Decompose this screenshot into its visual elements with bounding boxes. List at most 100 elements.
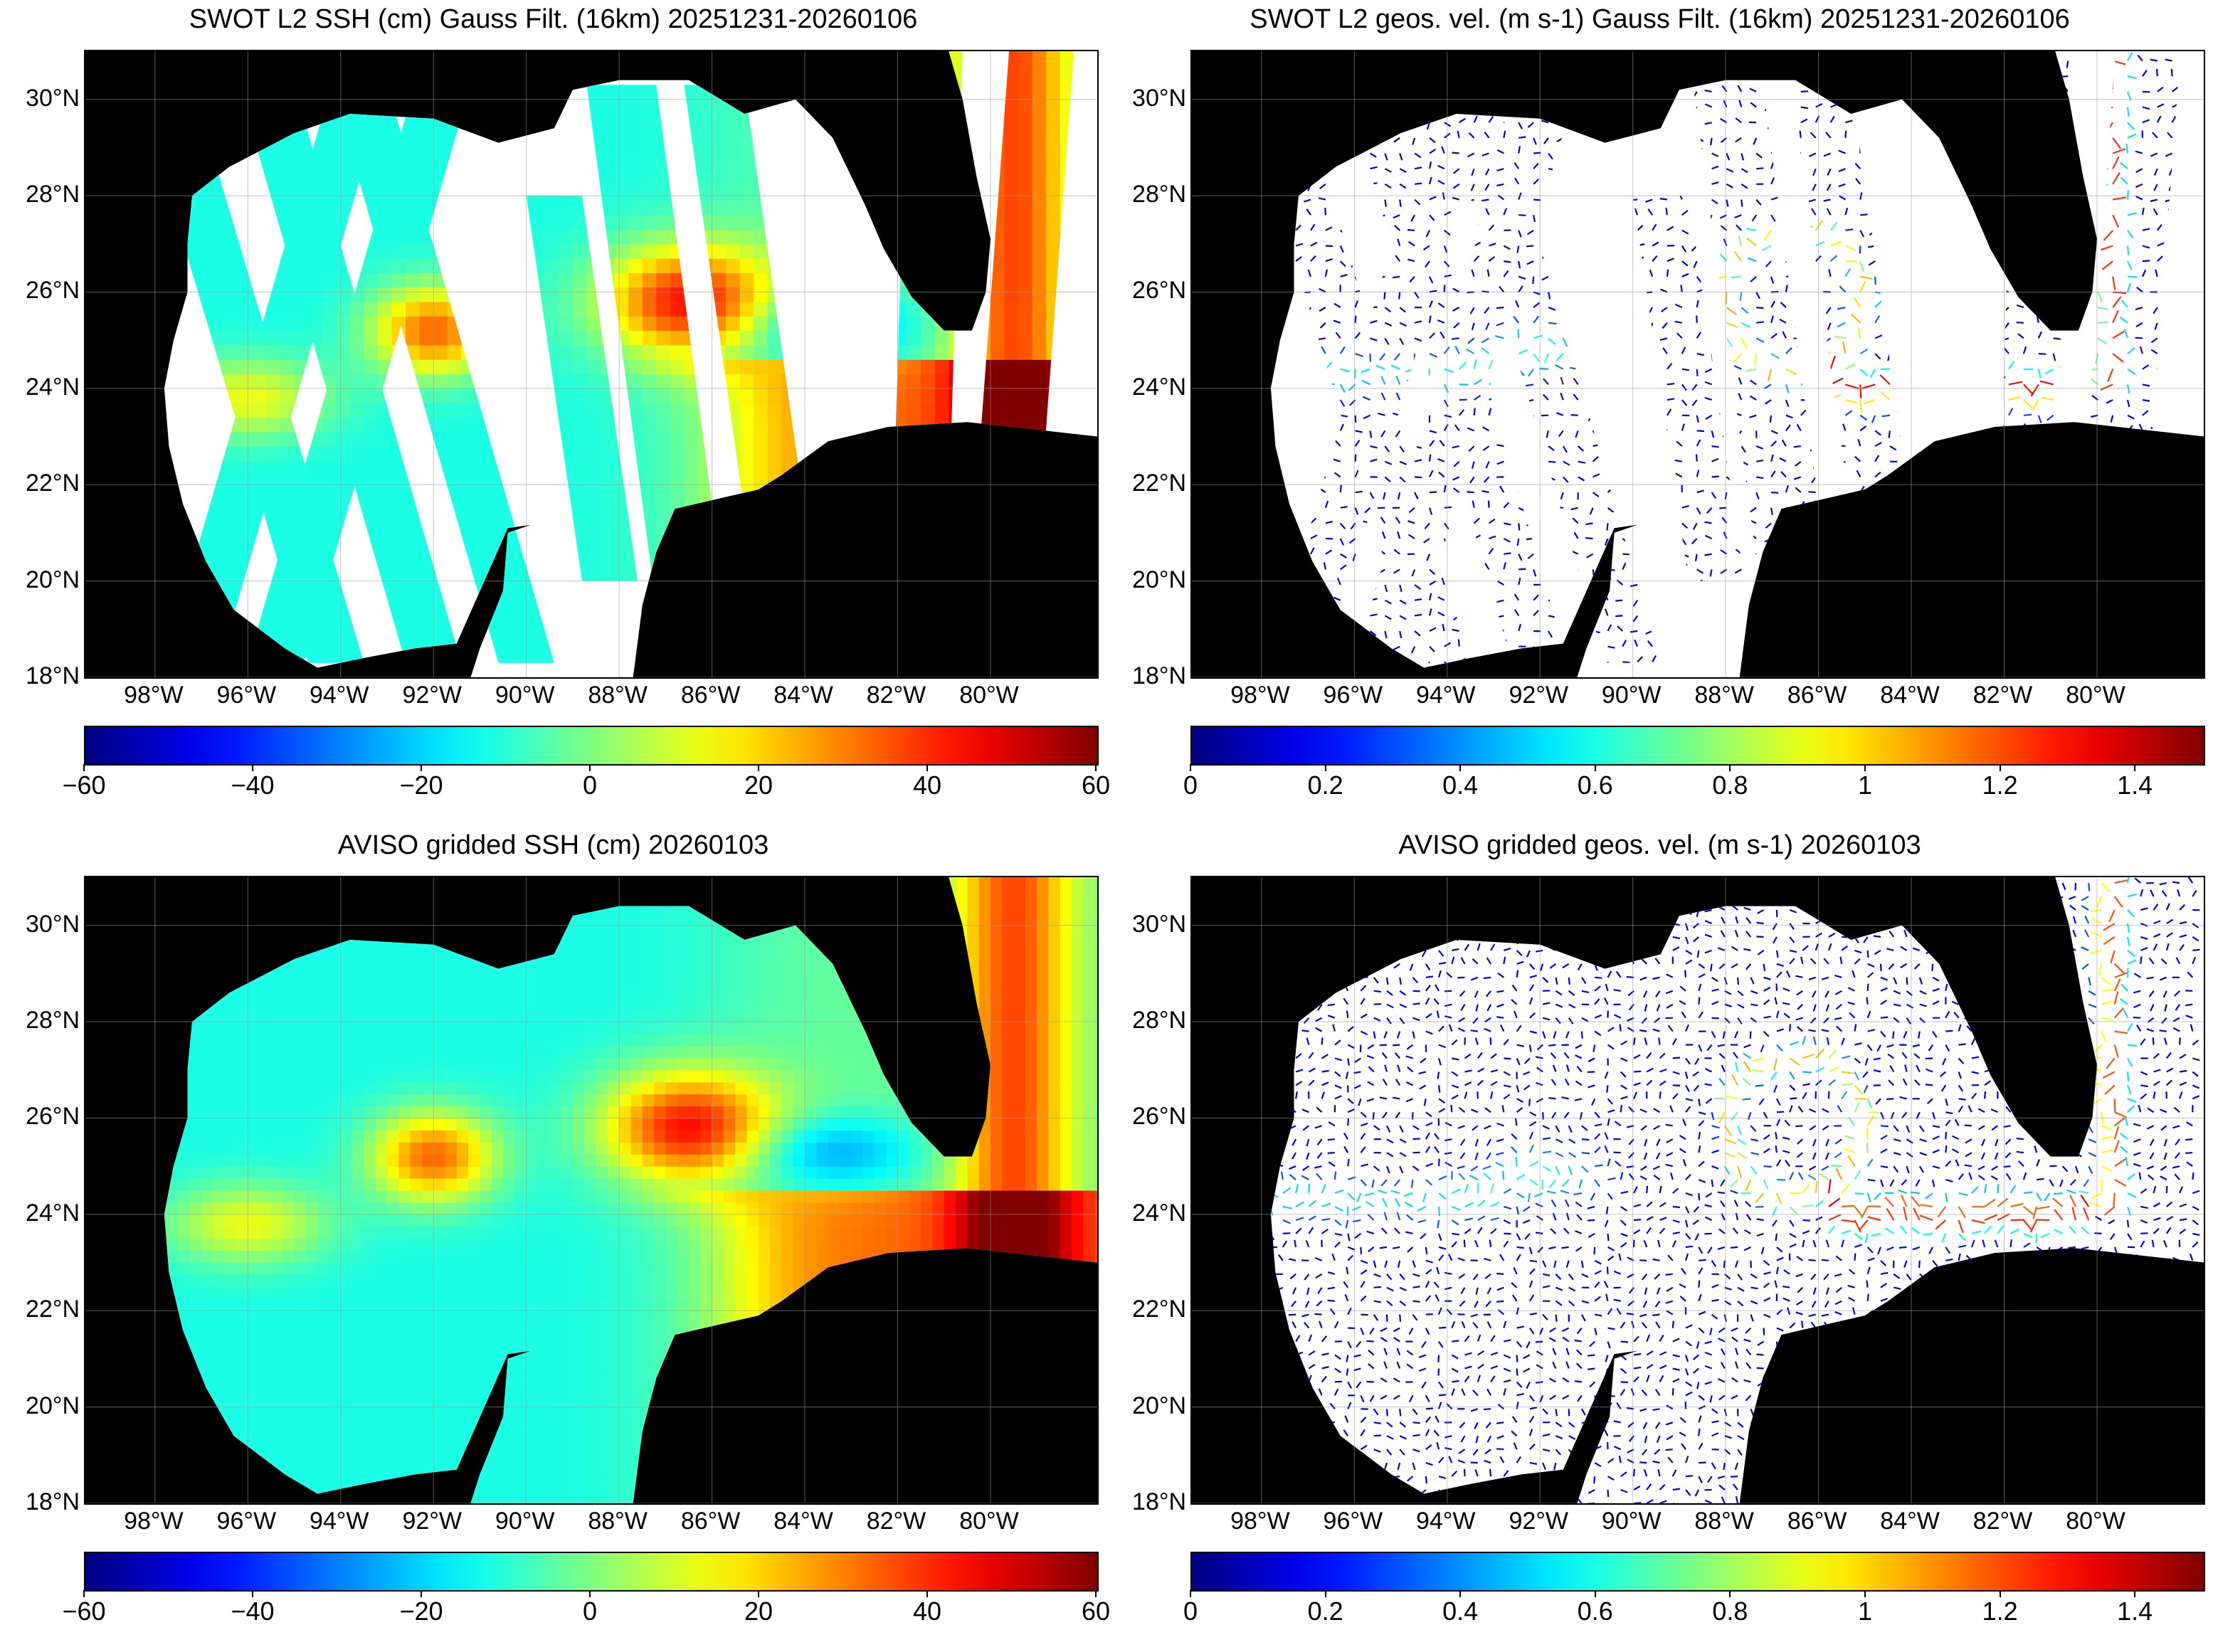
ssh-cell	[991, 287, 1005, 302]
ssh-cell	[447, 417, 462, 433]
ssh-cell	[322, 258, 337, 273]
velocity-arrow	[1533, 353, 1541, 362]
velocity-arrow	[1383, 492, 1386, 500]
ssh-cell	[364, 460, 379, 476]
ssh-cell	[1004, 186, 1019, 201]
velocity-arrow	[1592, 455, 1599, 462]
ssh-cell	[586, 316, 601, 332]
ssh-cell	[349, 142, 364, 158]
velocity-arrow	[1321, 346, 1326, 354]
ssh-cell	[433, 403, 448, 418]
velocity-arrow	[1496, 149, 1504, 154]
ssh-cell	[572, 374, 588, 389]
ssh-cell	[294, 330, 309, 346]
velocity-arrow	[1751, 214, 1758, 222]
ssh-cell	[656, 417, 671, 433]
ssh-cell	[642, 302, 657, 317]
ssh-cell	[1046, 142, 1061, 158]
ssh-cell	[336, 142, 351, 158]
velocity-arrow	[1675, 303, 1683, 309]
ssh-cell	[322, 431, 337, 447]
velocity-arrow	[1800, 409, 1807, 416]
velocity-arrow	[1471, 461, 1475, 469]
ssh-cell	[698, 186, 713, 201]
ssh-cell	[322, 576, 337, 591]
ssh-cell	[684, 489, 699, 504]
ssh-cell	[1004, 114, 1019, 129]
ssh-cell	[1018, 51, 1033, 57]
velocity-arrow	[1395, 376, 1401, 385]
ssh-cell	[712, 157, 727, 172]
ssh-cell	[656, 344, 671, 360]
velocity-arrow	[1370, 445, 1378, 449]
velocity-arrow	[1384, 337, 1390, 345]
ssh-cell	[196, 229, 211, 245]
ssh-cell	[224, 576, 239, 591]
ssh-cell	[670, 388, 685, 403]
velocity-arrow	[1428, 593, 1432, 600]
ssh-cell	[1018, 85, 1033, 100]
ssh-cell	[684, 431, 699, 447]
velocity-arrow	[1354, 470, 1359, 477]
ssh-cell	[322, 446, 337, 461]
ssh-cell	[1046, 171, 1061, 187]
ssh-cell	[559, 403, 574, 418]
ssh-cell	[211, 200, 226, 216]
velocity-arrow	[1738, 393, 1743, 401]
velocity-arrow	[1691, 399, 1698, 406]
velocity-arrow	[1756, 307, 1764, 309]
velocity-arrow	[1488, 359, 1494, 370]
velocity-arrow	[1634, 208, 1639, 216]
ssh-cell	[280, 489, 295, 504]
ssh-cell	[475, 431, 490, 447]
velocity-arrow	[1533, 198, 1541, 201]
velocity-arrow	[1548, 307, 1556, 311]
velocity-arrow	[1681, 423, 1685, 431]
velocity-arrow	[1723, 531, 1728, 539]
velocity-arrow	[1560, 492, 1564, 500]
ssh-cell	[1032, 243, 1047, 259]
ssh-cell	[739, 344, 754, 360]
ssh-cell	[1046, 200, 1061, 216]
ssh-cell	[294, 229, 309, 245]
ssh-cell	[628, 388, 643, 403]
ssh-cell	[280, 460, 295, 476]
velocity-arrow	[1755, 445, 1764, 450]
velocity-arrow	[1696, 353, 1704, 356]
velocity-arrow	[1660, 288, 1668, 293]
ssh-cell	[601, 547, 616, 563]
ssh-cell	[475, 446, 490, 461]
velocity-arrow	[1393, 214, 1400, 219]
velocity-arrow	[1333, 319, 1341, 324]
velocity-arrow	[1452, 445, 1459, 449]
velocity-arrow	[1782, 331, 1787, 339]
ssh-cell	[377, 157, 393, 172]
velocity-arrow	[1763, 383, 1772, 390]
velocity-arrow	[1696, 430, 1704, 433]
ssh-cell	[391, 460, 406, 476]
velocity-arrow	[1473, 255, 1480, 262]
ssh-cell	[614, 258, 629, 273]
velocity-arrow	[1484, 307, 1490, 314]
velocity-arrow	[1667, 226, 1674, 231]
ssh-cell	[322, 504, 337, 519]
ssh-cell	[196, 287, 211, 302]
ssh-cell	[1018, 243, 1033, 259]
velocity-arrow	[1667, 383, 1675, 386]
ssh-cell	[211, 489, 226, 504]
ssh-cell	[280, 344, 295, 360]
velocity-arrow	[1770, 177, 1775, 185]
ssh-cell	[1032, 99, 1047, 115]
velocity-arrow	[1429, 470, 1434, 477]
velocity-arrow	[1780, 471, 1787, 478]
ssh-cell	[1032, 359, 1047, 375]
ssh-cell	[726, 243, 741, 259]
ssh-cell	[406, 634, 421, 649]
velocity-arrow	[1384, 168, 1392, 173]
velocity-arrow	[1739, 292, 1743, 302]
ssh-cell	[544, 287, 559, 302]
velocity-arrow	[1325, 549, 1333, 555]
ssh-cell	[238, 460, 253, 476]
velocity-arrow	[1516, 538, 1520, 546]
velocity-arrow	[1607, 507, 1615, 513]
